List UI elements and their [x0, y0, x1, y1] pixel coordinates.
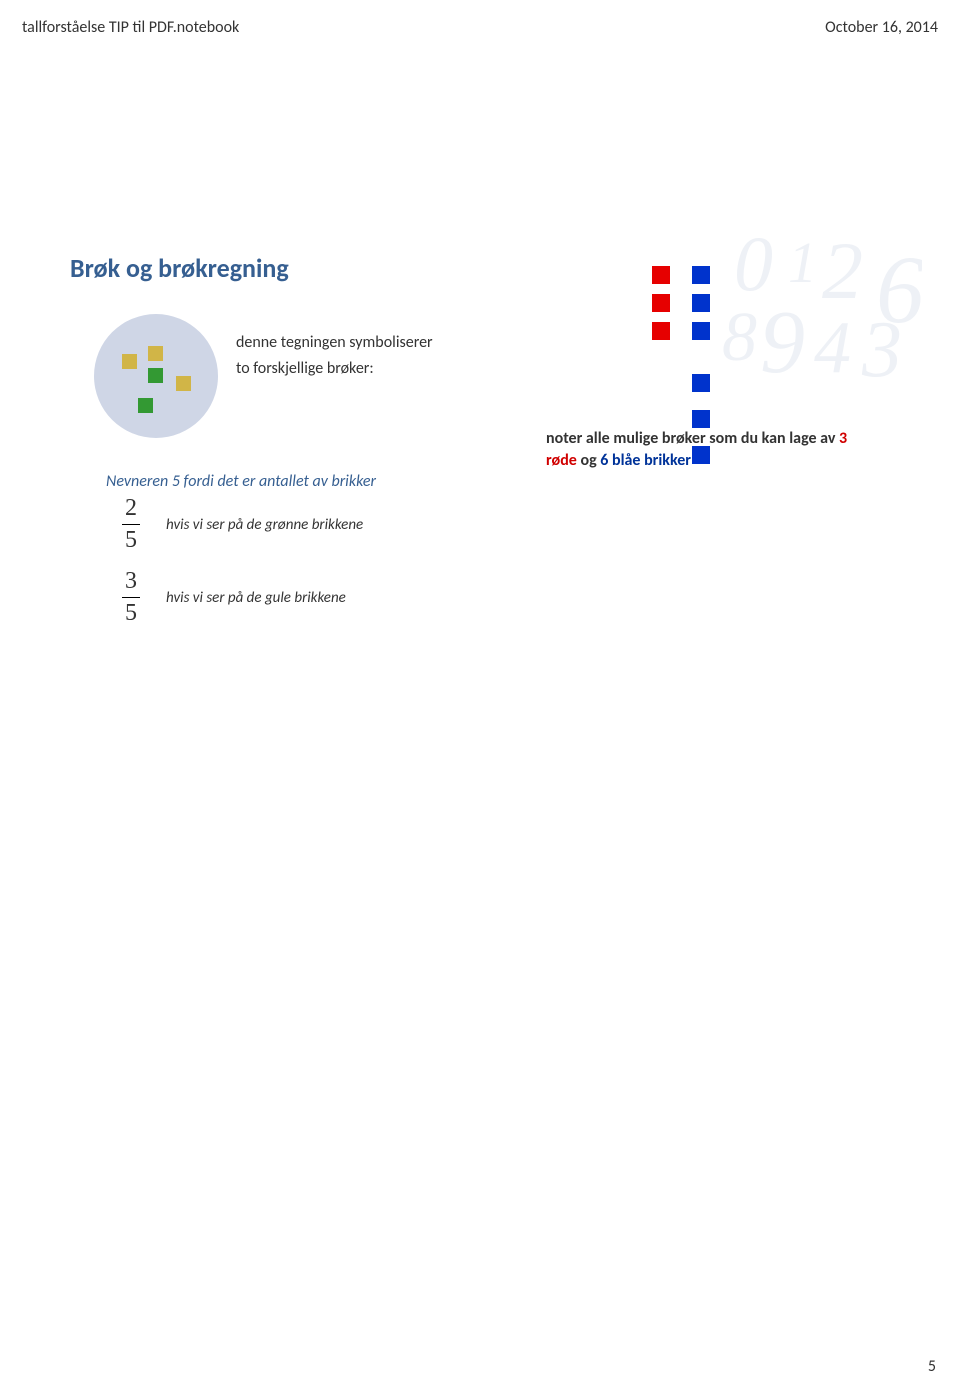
right-brick: [652, 322, 670, 340]
fraction-1-block: 2 5 hvis vi ser på de grønne brikkene: [122, 495, 890, 554]
fraction-1-den: 5: [122, 527, 140, 554]
circle-brick: [176, 376, 191, 391]
right-brick: [692, 294, 710, 312]
circle-brick: [148, 346, 163, 361]
fraction-1-desc: hvis vi ser på de grønne brikkene: [166, 516, 363, 534]
page-number: 5: [928, 1357, 936, 1376]
right-brick: [692, 322, 710, 340]
header-right: October 16, 2014: [825, 18, 938, 37]
fraction-1-num: 2: [122, 495, 140, 522]
fraction-2-num: 3: [122, 568, 140, 595]
noter-part1: noter alle mulige brøker som du kan lage…: [546, 429, 839, 448]
right-brick: [692, 410, 710, 428]
fraction-2-desc: hvis vi ser på de gule brikkene: [166, 589, 346, 607]
intro-text: denne tegningen symboliserer to forskjel…: [236, 314, 433, 381]
circle-diagram: [94, 314, 218, 438]
right-brick: [652, 266, 670, 284]
noter-blae: blåe brikker: [608, 451, 691, 470]
intro-line-2: to forskjellige brøker:: [236, 356, 433, 382]
noter-block: noter alle mulige brøker som du kan lage…: [546, 428, 847, 473]
fraction-2-den: 5: [122, 600, 140, 627]
intro-line-1: denne tegningen symboliserer: [236, 330, 433, 356]
right-brick: [692, 266, 710, 284]
right-brick: [652, 294, 670, 312]
right-brick: [692, 374, 710, 392]
circle-brick: [148, 368, 163, 383]
fraction-2-block: 3 5 hvis vi ser på de gule brikkene: [122, 568, 890, 627]
noter-three: 3: [839, 429, 847, 448]
noter-rode: røde: [546, 451, 577, 470]
fraction-2: 3 5: [122, 568, 140, 627]
circle-brick: [122, 354, 137, 369]
fraction-2-bar: [122, 597, 140, 598]
nevneren-text: Nevneren 5 fordi det er antallet av brik…: [106, 472, 890, 491]
fraction-1-bar: [122, 524, 140, 525]
fraction-1: 2 5: [122, 495, 140, 554]
circle-brick: [138, 398, 153, 413]
header-left: tallforståelse TIP til PDF.notebook: [22, 18, 239, 37]
noter-mid: og: [577, 451, 600, 470]
